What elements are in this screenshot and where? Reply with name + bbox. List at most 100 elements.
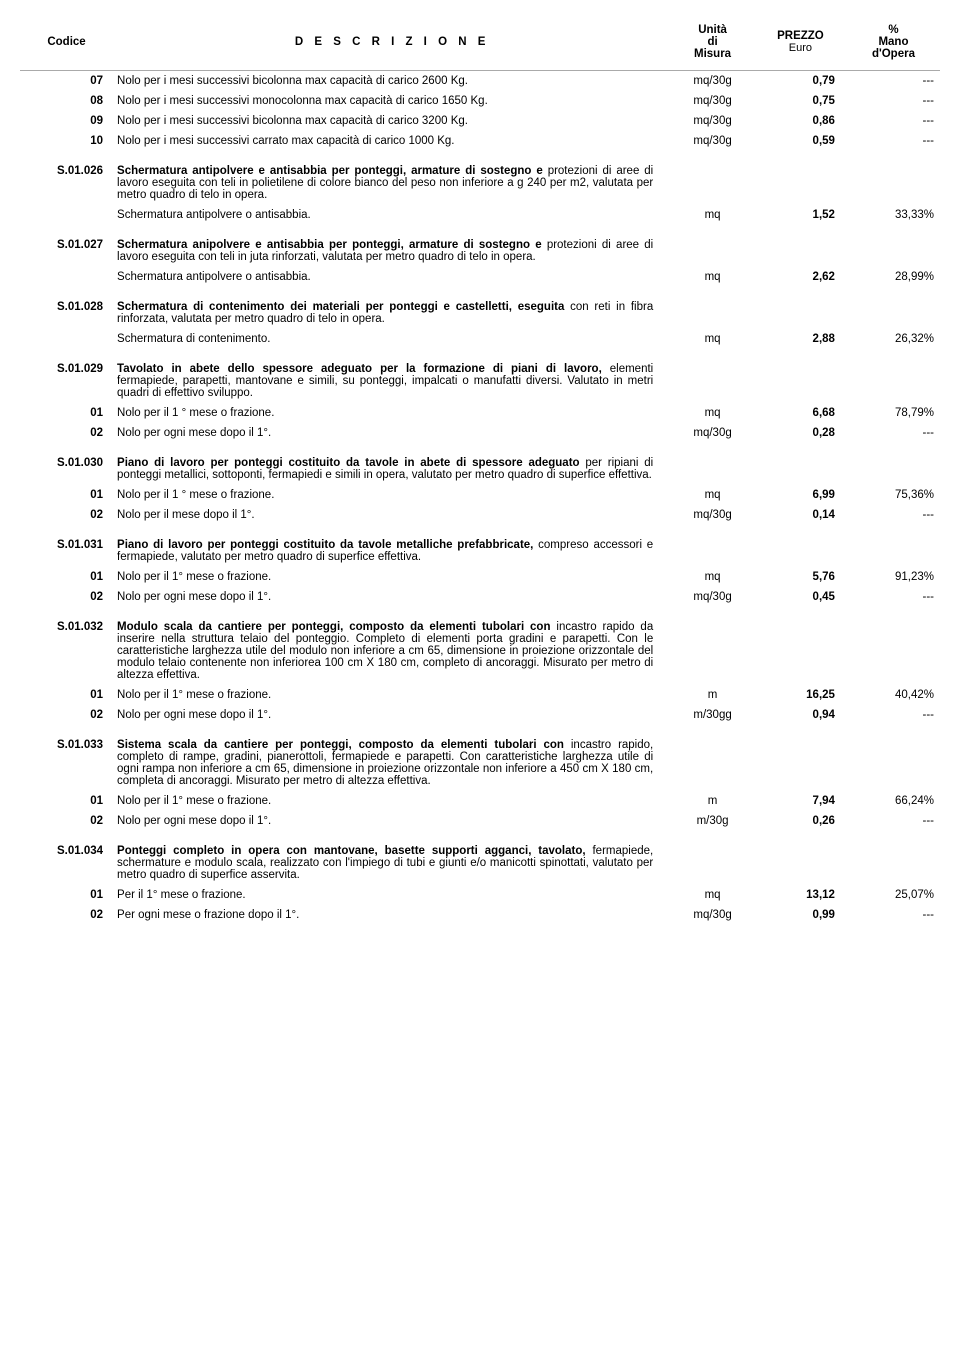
item-labor: 33,33% [847, 205, 940, 225]
item-unit [671, 297, 754, 329]
section-heading-row: S.01.027Schermatura anipolvere e antisab… [20, 235, 940, 267]
item-code: 01 [20, 885, 113, 905]
item-price: 1,52 [754, 205, 847, 225]
item-description: Nolo per i mesi successivi monocolonna m… [113, 91, 671, 111]
item-unit: mq [671, 329, 754, 349]
item-code: S.01.027 [20, 235, 113, 267]
price-list-table: Codice D E S C R I Z I O N E Unità di Mi… [20, 18, 940, 925]
section-heading-row: S.01.033Sistema scala da cantiere per po… [20, 735, 940, 791]
item-description: Schermatura di contenimento. [113, 329, 671, 349]
item-unit: mq/30g [671, 131, 754, 151]
item-labor [847, 735, 940, 791]
item-labor: 26,32% [847, 329, 940, 349]
item-unit: mq [671, 403, 754, 423]
price-row: 10Nolo per i mesi successivi carrato max… [20, 131, 940, 151]
item-unit: mq/30g [671, 423, 754, 443]
item-description: Sistema scala da cantiere per ponteggi, … [113, 735, 671, 791]
item-unit: m/30g [671, 811, 754, 831]
item-description: Piano di lavoro per ponteggi costituito … [113, 535, 671, 567]
item-description: Nolo per il 1° mese o frazione. [113, 685, 671, 705]
section-heading-row: S.01.028Schermatura di contenimento dei … [20, 297, 940, 329]
item-unit: mq/30g [671, 587, 754, 607]
item-labor: --- [847, 91, 940, 111]
price-row: 09Nolo per i mesi successivi bicolonna m… [20, 111, 940, 131]
item-description: Nolo per i mesi successivi bicolonna max… [113, 111, 671, 131]
item-code: 02 [20, 905, 113, 925]
item-labor [847, 359, 940, 403]
item-code: S.01.034 [20, 841, 113, 885]
item-labor: 66,24% [847, 791, 940, 811]
item-price: 0,45 [754, 587, 847, 607]
item-price: 2,88 [754, 329, 847, 349]
item-description: Schermatura di contenimento dei material… [113, 297, 671, 329]
item-price: 0,94 [754, 705, 847, 725]
item-unit: m/30gg [671, 705, 754, 725]
item-price: 0,75 [754, 91, 847, 111]
header-code: Codice [20, 18, 113, 71]
item-price: 6,99 [754, 485, 847, 505]
price-row: Schermatura antipolvere o antisabbia.mq2… [20, 267, 940, 287]
item-labor: 25,07% [847, 885, 940, 905]
item-labor: 75,36% [847, 485, 940, 505]
item-labor [847, 235, 940, 267]
item-description: Nolo per ogni mese dopo il 1°. [113, 423, 671, 443]
spacer-row [20, 349, 940, 359]
item-labor [847, 617, 940, 685]
price-row: 02Nolo per il mese dopo il 1°.mq/30g0,14… [20, 505, 940, 525]
item-code: 02 [20, 423, 113, 443]
spacer-row [20, 443, 940, 453]
price-row: Schermatura di contenimento.mq2,8826,32% [20, 329, 940, 349]
item-code: 09 [20, 111, 113, 131]
item-price: 13,12 [754, 885, 847, 905]
item-unit: mq [671, 885, 754, 905]
price-row: 08Nolo per i mesi successivi monocolonna… [20, 91, 940, 111]
item-code: 02 [20, 505, 113, 525]
item-unit: mq [671, 267, 754, 287]
header-price: PREZZO Euro [754, 18, 847, 71]
item-unit [671, 161, 754, 205]
item-price [754, 453, 847, 485]
item-unit [671, 617, 754, 685]
header-description: D E S C R I Z I O N E [113, 18, 671, 71]
item-description: Nolo per i mesi successivi bicolonna max… [113, 71, 671, 92]
item-price: 6,68 [754, 403, 847, 423]
item-description: Ponteggi completo in opera con mantovane… [113, 841, 671, 885]
item-description: Tavolato in abete dello spessore adeguat… [113, 359, 671, 403]
item-unit: mq/30g [671, 91, 754, 111]
item-unit: m [671, 791, 754, 811]
spacer-row [20, 831, 940, 841]
item-labor: --- [847, 705, 940, 725]
item-labor: --- [847, 505, 940, 525]
spacer-row [20, 725, 940, 735]
item-description: Nolo per ogni mese dopo il 1°. [113, 705, 671, 725]
item-labor: --- [847, 423, 940, 443]
item-code: S.01.029 [20, 359, 113, 403]
price-row: 02Nolo per ogni mese dopo il 1°.mq/30g0,… [20, 587, 940, 607]
price-row: 01Nolo per il 1° mese o frazione.mq5,769… [20, 567, 940, 587]
item-code: 01 [20, 567, 113, 587]
item-price [754, 161, 847, 205]
item-code: S.01.026 [20, 161, 113, 205]
price-row: 02Per ogni mese o frazione dopo il 1°.mq… [20, 905, 940, 925]
item-description: Nolo per il 1° mese o frazione. [113, 567, 671, 587]
item-unit: m [671, 685, 754, 705]
item-price: 16,25 [754, 685, 847, 705]
item-description: Per ogni mese o frazione dopo il 1°. [113, 905, 671, 925]
item-labor [847, 535, 940, 567]
item-code: 02 [20, 705, 113, 725]
item-price: 2,62 [754, 267, 847, 287]
price-row: 01Nolo per il 1° mese o frazione.m16,254… [20, 685, 940, 705]
item-labor: --- [847, 111, 940, 131]
spacer-row [20, 287, 940, 297]
item-unit: mq/30g [671, 111, 754, 131]
item-price [754, 297, 847, 329]
item-code: 01 [20, 685, 113, 705]
item-price: 0,79 [754, 71, 847, 92]
item-description: Nolo per il 1 ° mese o frazione. [113, 485, 671, 505]
item-description: Nolo per il mese dopo il 1°. [113, 505, 671, 525]
item-labor: --- [847, 131, 940, 151]
item-description: Modulo scala da cantiere per ponteggi, c… [113, 617, 671, 685]
item-code: S.01.033 [20, 735, 113, 791]
item-code: S.01.030 [20, 453, 113, 485]
spacer-row [20, 607, 940, 617]
